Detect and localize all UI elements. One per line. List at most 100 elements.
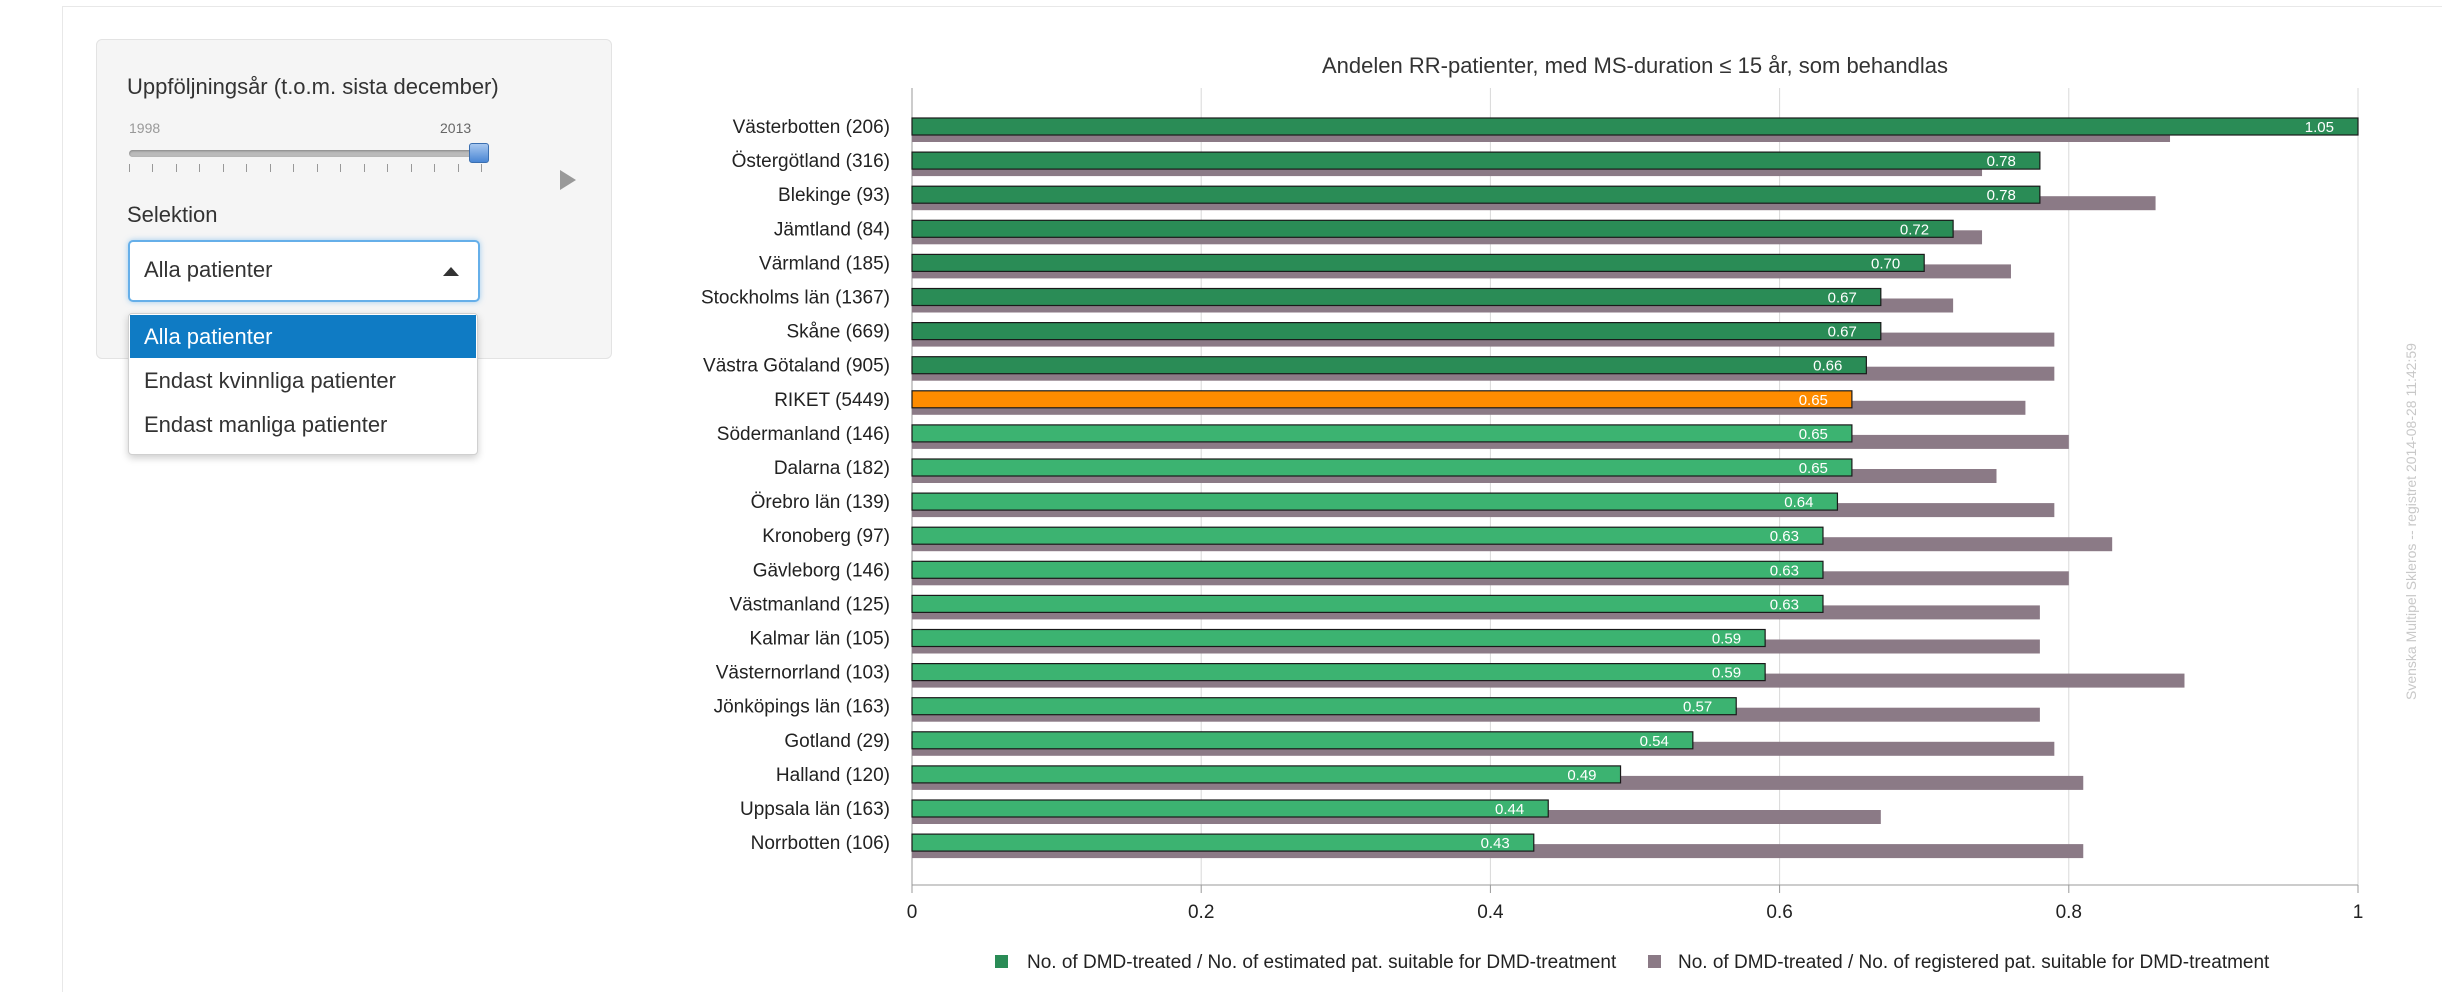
year-slider-track[interactable] (129, 150, 481, 157)
category-label: Västmanland (125) (729, 594, 890, 615)
play-icon[interactable] (560, 170, 576, 190)
slider-label: Uppföljningsår (t.o.m. sista december) (127, 74, 499, 99)
category-label: Västra Götaland (905) (703, 356, 890, 377)
bar-estimated (911, 731, 1694, 750)
bar-estimated (911, 185, 2041, 204)
slider-min-label: 1998 (129, 120, 161, 136)
slider-tick (129, 164, 130, 172)
bar-estimated (911, 117, 2359, 136)
bar-estimated (911, 799, 1549, 818)
bar-estimated (911, 765, 1622, 784)
slider-tick (199, 164, 201, 172)
x-tick-label: 0.4 (1477, 902, 1504, 923)
bar-estimated (911, 287, 1882, 307)
bar-value-label: 0.63 (1770, 596, 1799, 613)
slider-max-label: 2013 (440, 120, 472, 136)
category-label: Västernorrland (103) (716, 663, 890, 684)
legend-swatch-estimated (995, 955, 1008, 968)
category-label: RIKET (5449) (774, 390, 890, 411)
bar-value-label: 0.64 (1784, 494, 1813, 511)
x-tick-label: 0.8 (2056, 902, 2082, 923)
selection-select[interactable]: Alla patienter (128, 240, 480, 302)
bar-value-label: 0.72 (1900, 221, 1929, 238)
category-label: Halland (120) (776, 765, 890, 786)
option-alla-patienter[interactable]: Alla patienter (130, 315, 476, 358)
slider-tick (387, 164, 389, 172)
x-tick-label: 0.6 (1766, 902, 1792, 923)
bar-chart: Andelen RR-patienter, med MS-duration ≤ … (701, 53, 2364, 973)
bar-value-label: 0.66 (1813, 358, 1842, 375)
bar-value-label: 0.59 (1712, 631, 1741, 648)
selection-dropdown: Alla patienter Endast kvinnliga patiente… (128, 313, 478, 455)
bar-estimated (911, 833, 1535, 852)
slider-tick (152, 164, 154, 172)
category-label: Norrbotten (106) (751, 833, 890, 854)
option-endast-manliga[interactable]: Endast manliga patienter (144, 412, 388, 437)
bar-estimated (911, 697, 1737, 716)
slider-tick (316, 164, 318, 172)
bar-value-label: 0.63 (1770, 562, 1799, 579)
legend-label-estimated: No. of DMD-treated / No. of estimated pa… (1027, 952, 1617, 973)
bar-value-label: 0.59 (1712, 665, 1741, 682)
bar-estimated (911, 628, 1766, 648)
bar-value-label: 0.78 (1987, 187, 2016, 204)
bar-value-label: 0.67 (1828, 290, 1857, 307)
legend-label-registered: No. of DMD-treated / No. of registered p… (1678, 952, 2270, 973)
slider-tick (410, 164, 412, 172)
category-label: Södermanland (146) (717, 424, 890, 445)
category-label: Jämtland (84) (774, 219, 890, 240)
bar-value-label: 1.05 (2305, 119, 2334, 136)
bar-estimated (911, 390, 1853, 409)
bar-value-label: 0.54 (1640, 733, 1669, 750)
slider-tick (222, 164, 224, 172)
category-label: Värmland (185) (759, 253, 890, 274)
slider-ticks (129, 164, 482, 174)
slider-tick (293, 164, 295, 172)
x-tick-label: 1 (2353, 902, 2364, 923)
watermark: Svenska Multipel Skleros -- registret 20… (2403, 343, 2419, 700)
bar-estimated (911, 458, 1853, 477)
bar-value-label: 0.65 (1799, 460, 1828, 477)
category-label: Skåne (669) (786, 322, 890, 343)
x-tick-label: 0.2 (1188, 902, 1214, 923)
bar-estimated (911, 424, 1853, 443)
x-tick-label: 0 (907, 902, 918, 923)
category-label: Jönköpings län (163) (714, 697, 890, 718)
category-label: Gävleborg (146) (753, 560, 890, 581)
bar-estimated (911, 662, 1766, 682)
bar-value-label: 0.70 (1871, 255, 1900, 272)
category-label: Östergötland (316) (732, 151, 890, 172)
bar-estimated (911, 594, 1824, 614)
slider-tick (340, 164, 342, 172)
control-panel (96, 39, 612, 359)
slider-tick (175, 164, 177, 172)
year-slider-handle[interactable] (469, 143, 489, 163)
bar-estimated (911, 253, 1925, 272)
bar-value-label: 0.44 (1495, 801, 1524, 818)
slider-tick (246, 164, 248, 172)
category-label: Uppsala län (163) (740, 799, 890, 820)
selection-label: Selektion (127, 202, 218, 227)
bar-value-label: 0.65 (1799, 426, 1828, 443)
bar-estimated (911, 356, 1867, 375)
category-label: Gotland (29) (784, 731, 890, 752)
option-endast-kvinnliga[interactable]: Endast kvinnliga patienter (144, 368, 396, 393)
bar-value-label: 0.78 (1987, 153, 2016, 170)
bar-estimated (911, 322, 1882, 341)
category-label: Västerbotten (206) (733, 117, 890, 138)
bar-estimated (911, 219, 1954, 238)
chart-title: Andelen RR-patienter, med MS-duration ≤ … (1322, 53, 1948, 78)
category-label: Örebro län (139) (751, 492, 890, 513)
bar-value-label: 0.49 (1567, 767, 1596, 784)
slider-tick (457, 164, 459, 172)
slider-tick (363, 164, 365, 172)
slider-tick (481, 164, 482, 172)
bar-estimated (911, 151, 2041, 170)
category-label: Kalmar län (105) (750, 629, 890, 650)
chevron-up-icon[interactable] (443, 267, 459, 276)
bar-value-label: 0.63 (1770, 528, 1799, 545)
bar-value-label: 0.57 (1683, 699, 1712, 716)
content-frame (62, 6, 2442, 992)
category-label: Stockholms län (1367) (701, 288, 890, 309)
bar-value-label: 0.65 (1799, 392, 1828, 409)
